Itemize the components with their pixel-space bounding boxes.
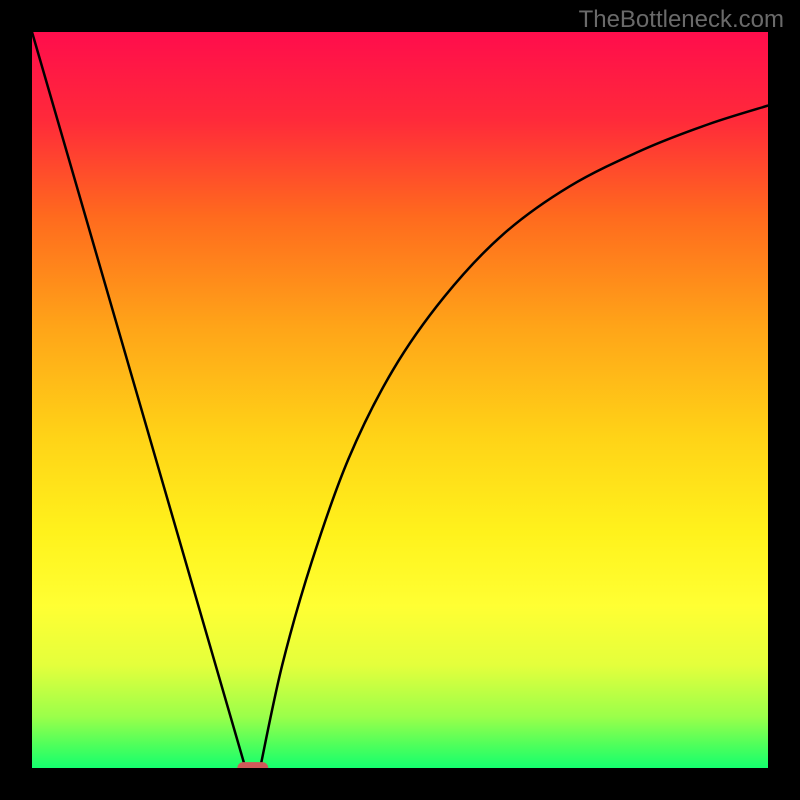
chart-container: TheBottleneck.com [0,0,800,800]
plot-area [32,32,768,768]
vertex-marker [237,762,268,768]
watermark-text: TheBottleneck.com [579,6,784,34]
chart-svg [32,32,768,768]
